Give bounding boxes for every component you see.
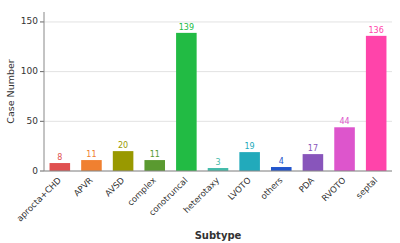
y-tick (40, 171, 44, 172)
data-labels: 8 11 20 11 139 3 19 4 17 44 136 (57, 23, 384, 167)
chart: 0 50 100 150 8 11 20 11 139 3 19 4 17 44 136 aprocta+CH… (0, 0, 400, 243)
x-tick-labels: aprocta+CHD APVR AVSDcomplexconotruncalhet… (15, 175, 380, 224)
bars (50, 33, 387, 171)
x-axis-title: Subtype (195, 230, 242, 241)
bar (271, 167, 292, 171)
chart-container: 0 50 100 150 8 11 20 11 139 3 19 4 17 44 136 aprocta+CH… (0, 0, 400, 243)
data-label: 19 (245, 142, 255, 151)
bar (144, 160, 165, 171)
bar (334, 127, 355, 171)
bar (303, 154, 324, 171)
y-tick-label: 0 (32, 166, 38, 176)
x-tick-label: AVSD (103, 175, 127, 199)
bar (81, 160, 102, 171)
x-tick-label: conotruncal (147, 175, 190, 218)
data-label: 4 (279, 157, 284, 166)
data-label: 17 (308, 144, 318, 153)
x-tick-label: RVOTO (320, 175, 348, 203)
bar (239, 152, 260, 171)
y-axis-title: Case Number (5, 59, 16, 124)
y-tick (40, 21, 44, 22)
bar (50, 163, 71, 171)
y-tick-label: 50 (27, 116, 39, 126)
y-tick-label: 150 (21, 16, 38, 26)
bar (176, 33, 197, 171)
x-tick-label: complex (125, 175, 158, 208)
x-tick-label: PDA (297, 175, 316, 194)
bar (366, 36, 387, 171)
x-tick-label: septal (354, 175, 379, 200)
y-tick-label: 100 (21, 66, 38, 76)
data-label: 44 (339, 117, 349, 126)
data-label: 20 (118, 141, 128, 150)
y-tick (40, 71, 44, 72)
data-label: 8 (57, 153, 62, 162)
data-label: 139 (179, 23, 194, 32)
x-tick-label: aprocta+CHD (15, 175, 64, 224)
grid-line (44, 21, 392, 22)
data-label: 11 (86, 150, 96, 159)
x-tick-label: LVOTO (226, 175, 253, 202)
x-axis-line (44, 171, 392, 172)
bar (113, 151, 134, 171)
x-tick-label: heterotaxy (181, 175, 221, 215)
data-label: 11 (150, 150, 160, 159)
x-tick-label: APVR (72, 175, 95, 198)
grid: 0 50 100 150 (21, 16, 392, 175)
data-label: 3 (215, 158, 220, 167)
y-tick (40, 121, 44, 122)
data-label: 136 (369, 26, 384, 35)
grid-line (44, 171, 392, 172)
grid-line (44, 71, 392, 72)
y-axis-line (44, 12, 45, 171)
x-tick-label: others (258, 175, 285, 202)
